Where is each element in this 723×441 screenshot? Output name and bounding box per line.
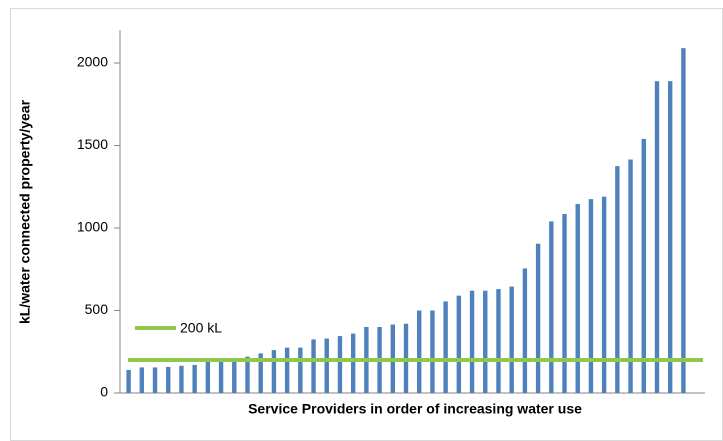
bar <box>324 338 329 393</box>
y-tick-label: 2000 <box>77 54 108 70</box>
bar <box>152 367 158 393</box>
bar <box>575 204 580 393</box>
bar <box>483 290 488 393</box>
bar <box>166 366 171 393</box>
bar <box>667 81 673 394</box>
bar <box>311 339 316 393</box>
bar <box>641 138 646 393</box>
bar <box>298 347 303 393</box>
y-tick-label: 0 <box>100 384 108 400</box>
bar <box>271 350 277 393</box>
y-axis-title: kL/water connected property/year <box>17 99 33 324</box>
y-tick-label: 500 <box>85 301 109 317</box>
bar <box>337 336 343 393</box>
bar <box>232 358 237 393</box>
bar <box>615 166 620 393</box>
y-tick-label: 1500 <box>77 136 108 152</box>
bar <box>562 213 567 393</box>
bar <box>284 347 290 393</box>
bar <box>469 290 475 393</box>
bar <box>522 268 528 393</box>
legend-label: 200 kL <box>180 320 222 336</box>
bar <box>218 360 224 393</box>
bar <box>417 310 422 393</box>
bar <box>126 369 131 393</box>
bar <box>179 365 184 393</box>
bar <box>350 333 356 393</box>
bar <box>245 356 250 393</box>
bar <box>443 301 448 393</box>
x-axis-title: Service Providers in order of increasing… <box>248 401 582 417</box>
bar <box>654 81 660 394</box>
bar <box>509 286 514 393</box>
y-tick-label: 1000 <box>77 219 108 235</box>
bar <box>601 196 607 393</box>
bar <box>496 289 501 393</box>
bar <box>628 159 633 393</box>
bar <box>192 364 197 393</box>
bar <box>588 199 594 393</box>
bar <box>535 243 541 393</box>
bar <box>681 48 686 394</box>
bar <box>258 353 263 393</box>
bar <box>139 367 145 393</box>
bar <box>456 295 462 393</box>
bar <box>430 310 435 393</box>
bar <box>205 360 211 393</box>
bar <box>549 221 554 393</box>
